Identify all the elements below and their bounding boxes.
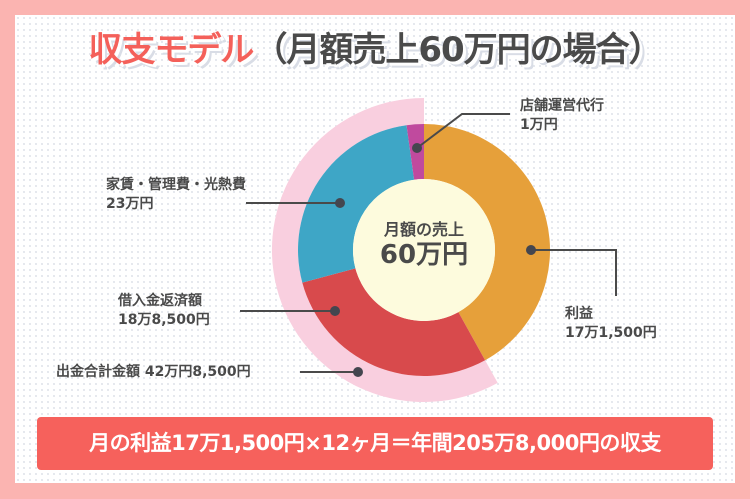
- title-accent: 収支モデル: [88, 30, 254, 70]
- center-circle: [353, 179, 495, 321]
- dot-profit: [526, 245, 536, 255]
- dot-total-out: [353, 367, 363, 377]
- label-rent-amount: 23万円: [106, 196, 154, 212]
- label-profit-name: 利益: [565, 306, 593, 322]
- label-loan: 借入金返済額 18万8,500円: [118, 292, 210, 330]
- label-loan-amount: 18万8,500円: [118, 312, 210, 328]
- leader-store-agency: [416, 113, 510, 149]
- center-label-value: 60万円: [379, 240, 469, 270]
- summary-banner: 月の利益17万1,500円×12ヶ月＝年間205万8,000円の収支: [37, 417, 713, 470]
- label-total-out-text: 出金合計金額 42万円8,500円: [56, 364, 251, 380]
- label-profit-amount: 17万1,500円: [565, 325, 657, 341]
- outer-ring-expenses: [271, 98, 498, 402]
- label-loan-name: 借入金返済額: [118, 293, 202, 309]
- label-store-agency-amount: 1万円: [520, 117, 558, 133]
- center-label-title: 月額の売上: [383, 220, 464, 239]
- dot-loan: [330, 306, 340, 316]
- label-store-agency: 店舗運営代行 1万円: [520, 97, 604, 135]
- segment-rent: [298, 125, 415, 283]
- dot-rent: [335, 198, 345, 208]
- label-rent: 家賃・管理費・光熱費 23万円: [106, 176, 246, 214]
- segment-profit: [424, 124, 551, 361]
- label-total-out: 出金合計金額 42万円8,500円: [56, 363, 251, 382]
- label-profit: 利益 17万1,500円: [565, 305, 657, 343]
- center-label: 月額の売上 60万円: [354, 220, 494, 270]
- segment-loan: [302, 268, 486, 377]
- dot-store-agency: [412, 143, 422, 153]
- title-main: （月額売上60万円の場合）: [253, 30, 662, 70]
- page-title: 収支モデル（月額売上60万円の場合）: [0, 22, 750, 71]
- leader-profit: [531, 249, 617, 296]
- label-rent-name: 家賃・管理費・光熱費: [106, 177, 246, 193]
- label-store-agency-name: 店舗運営代行: [520, 98, 604, 114]
